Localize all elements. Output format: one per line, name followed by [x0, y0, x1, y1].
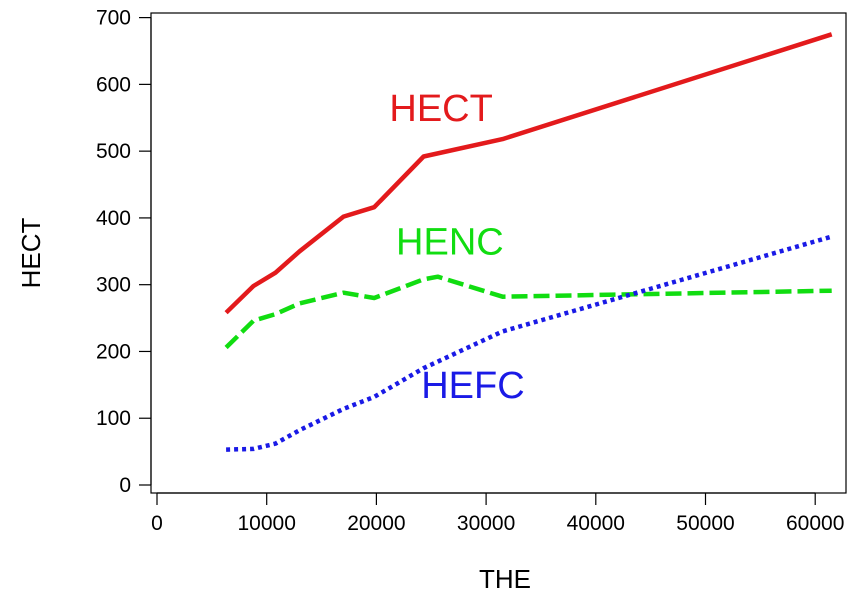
x-axis: 0 10000 20000 30000 40000 50000 60000	[151, 492, 844, 535]
series-label-hefc: HEFC	[421, 365, 524, 407]
x-tick-label: 10000	[237, 512, 295, 535]
y-tick-label: 700	[96, 7, 131, 30]
y-tick-label: 500	[96, 140, 131, 163]
x-axis-title: THE	[479, 564, 531, 594]
series-label-hect: HECT	[389, 88, 492, 130]
x-tick-label: 50000	[676, 512, 734, 535]
y-tick-label: 200	[96, 340, 131, 363]
y-tick-label: 300	[96, 274, 131, 297]
x-tick-label: 40000	[567, 512, 625, 535]
y-tick-label: 0	[119, 474, 131, 497]
x-tick-label: 30000	[457, 512, 515, 535]
x-tick-label: 20000	[347, 512, 405, 535]
annotation-layer: HECT HENC HEFC	[389, 88, 524, 407]
y-tick-label: 400	[96, 207, 131, 230]
y-axis: 0 100 200 300 400 500 600 700	[96, 7, 152, 497]
series-line-hefc	[226, 234, 833, 452]
x-tick-label: 60000	[786, 512, 844, 535]
x-tick-label: 0	[151, 512, 163, 535]
y-tick-label: 100	[96, 407, 131, 430]
series-label-henc: HENC	[396, 222, 504, 264]
y-axis-title: HECT	[16, 217, 46, 288]
series-line-hect	[224, 32, 833, 315]
y-tick-label: 600	[96, 73, 131, 96]
series-line-henc	[224, 274, 832, 350]
series-layer	[224, 32, 833, 452]
